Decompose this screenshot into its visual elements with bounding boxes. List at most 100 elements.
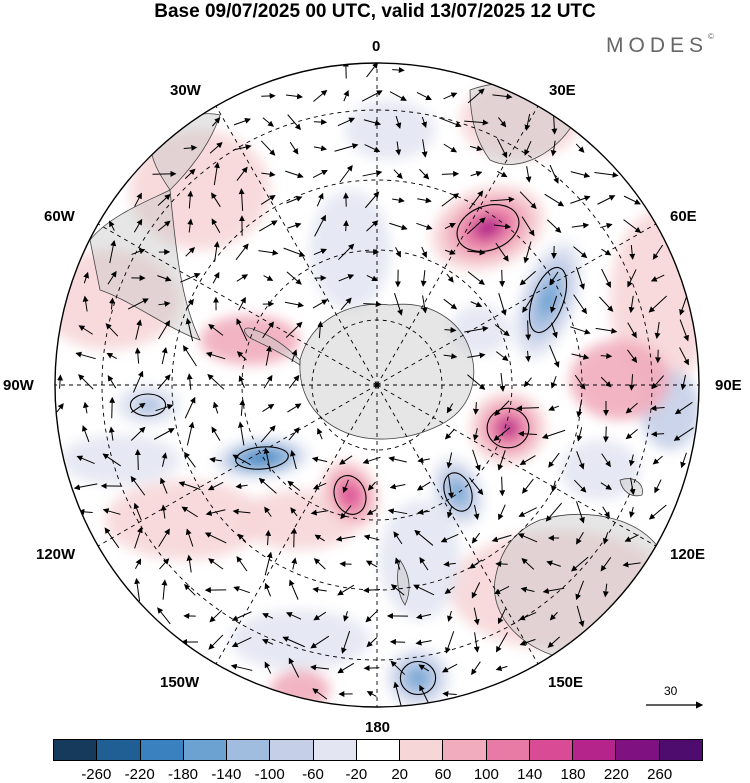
wind-vector	[82, 295, 89, 312]
meridian-line	[376, 384, 543, 672]
wind-vector	[446, 506, 453, 519]
wind-vector	[132, 370, 144, 393]
wind-vector	[546, 560, 561, 567]
wind-vector	[365, 560, 378, 568]
wind-vector	[680, 452, 687, 469]
wind-vector	[238, 296, 246, 311]
wind-vector	[287, 480, 301, 491]
wind-vector	[261, 639, 274, 645]
wind-vector	[542, 587, 565, 594]
wind-vector	[441, 663, 458, 673]
wind-vector	[208, 558, 224, 570]
wind-vector	[73, 483, 98, 491]
wind-vector	[521, 557, 535, 570]
wind-vector	[472, 449, 481, 472]
wind-vector	[262, 403, 275, 412]
wind-vector	[211, 117, 221, 127]
wind-vector	[312, 586, 327, 593]
wind-vector	[602, 426, 609, 443]
wind-vector	[416, 92, 432, 100]
wind-vector	[312, 169, 328, 179]
wind-vector	[157, 607, 171, 625]
wind-vector	[288, 374, 300, 389]
wind-vector	[519, 191, 537, 210]
wind-vector	[236, 274, 249, 282]
modes-logo: MODES©	[606, 32, 714, 57]
contour-lines	[129, 204, 568, 696]
wind-vector	[213, 241, 220, 262]
wind-vector	[109, 396, 116, 419]
wind-vector	[680, 374, 687, 391]
wind-vector	[265, 529, 272, 546]
wind-vector	[467, 88, 485, 104]
colorbar-bin	[270, 740, 314, 760]
wind-vector	[441, 170, 460, 177]
wind-vector	[525, 166, 532, 183]
reference-vector-label: 30	[664, 684, 678, 698]
wind-vector	[363, 119, 382, 126]
wind-vector	[264, 582, 271, 597]
wind-vector	[415, 639, 432, 646]
wind-vector	[499, 476, 506, 497]
wind-vector	[601, 268, 611, 288]
wind-vector	[446, 273, 454, 283]
wind-vector	[264, 506, 272, 517]
wind-vector	[499, 269, 506, 288]
meridian-label-150w: 150W	[160, 674, 200, 691]
wind-vector	[130, 426, 146, 441]
wind-vector	[627, 322, 637, 339]
wind-vector	[550, 140, 557, 157]
wind-vector	[417, 197, 432, 204]
colorbar-bin	[616, 740, 660, 760]
wind-vector	[313, 119, 328, 126]
wind-vector	[204, 532, 227, 544]
wind-vector	[519, 270, 536, 286]
wind-vector	[497, 170, 508, 178]
wind-vector	[389, 638, 406, 645]
map-border	[54, 62, 700, 708]
wind-vector	[231, 637, 252, 648]
wind-vector	[496, 138, 508, 159]
landmass	[89, 189, 201, 341]
colorbar-bin	[313, 740, 357, 760]
contour-line	[399, 660, 437, 696]
wind-vector	[285, 93, 304, 100]
wind-vector	[366, 275, 379, 282]
wind-vector	[421, 295, 428, 314]
wind-vector	[207, 481, 224, 491]
wind-vector	[160, 477, 168, 494]
landmass	[299, 303, 475, 440]
colorbar-tick-label: -60	[302, 766, 324, 783]
wind-vector	[549, 611, 558, 621]
wind-vector	[393, 531, 403, 545]
wind-vector	[414, 529, 434, 546]
wind-vector	[629, 245, 636, 260]
south-pole-marker	[374, 382, 380, 388]
wind-vector	[186, 554, 193, 573]
wind-vector	[601, 453, 611, 468]
anomaly-region	[450, 305, 510, 355]
meridian-line	[90, 219, 378, 386]
wind-vector	[260, 140, 276, 156]
wind-vector	[78, 325, 93, 335]
colorbar	[53, 739, 703, 761]
wind-vector	[205, 509, 226, 516]
wind-vector	[517, 430, 538, 437]
wind-vector	[499, 373, 506, 392]
wind-vector	[310, 635, 330, 649]
wind-vector	[573, 246, 588, 259]
wind-vector	[446, 452, 453, 469]
wind-vector	[313, 558, 326, 570]
wind-vector	[364, 191, 380, 209]
wind-vector	[131, 248, 146, 255]
wind-vector	[209, 456, 222, 463]
wind-vector	[185, 528, 194, 547]
meridian-label-30e: 30E	[549, 82, 576, 99]
wind-vector	[159, 558, 170, 570]
wind-vector	[470, 145, 483, 152]
wind-vector	[416, 481, 431, 491]
anomaly-region	[130, 130, 270, 250]
wind-vector	[286, 271, 302, 285]
wind-vector	[570, 171, 591, 179]
meridian-line	[211, 384, 378, 672]
